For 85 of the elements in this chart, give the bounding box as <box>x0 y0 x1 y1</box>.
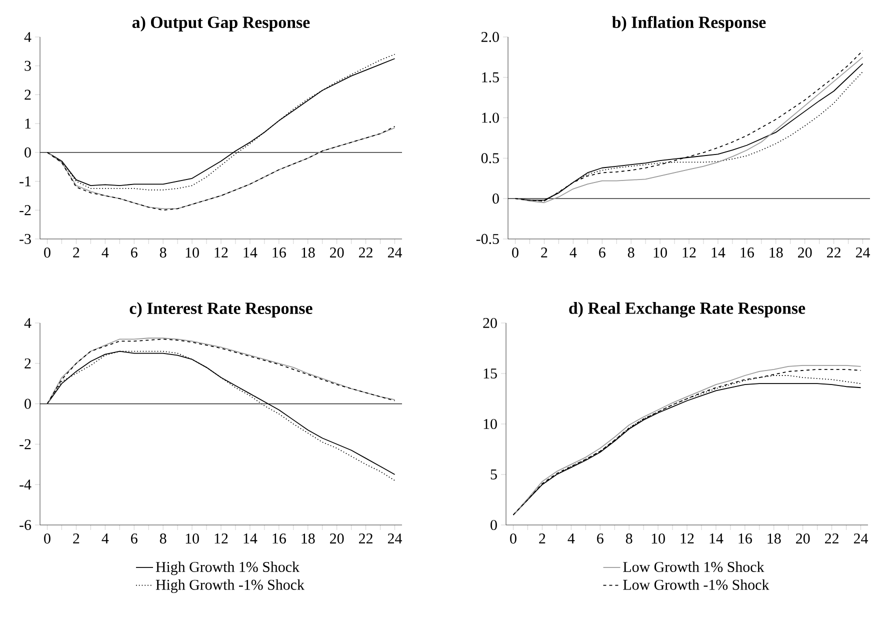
y-tick-label: -1 <box>20 176 31 186</box>
x-tick-label: 0 <box>44 248 50 258</box>
x-tick-label: 10 <box>654 248 667 258</box>
y-tick-label: 3 <box>24 60 31 71</box>
y-tick-label: 0 <box>24 398 31 409</box>
x-tick-label: 12 <box>214 248 228 258</box>
chart-title: d) Real Exchange Rate Response <box>569 302 806 318</box>
x-tick-label: 10 <box>652 534 665 544</box>
y-tick-label: 2 <box>24 90 31 100</box>
legend-label: Low Growth 1% Shock <box>623 562 764 572</box>
x-tick-label: 4 <box>102 248 109 258</box>
y-tick-label: 1 <box>25 118 31 128</box>
x-tick-label: 0 <box>44 534 50 544</box>
x-tick-label: 12 <box>680 534 694 544</box>
y-tick-label: 15 <box>484 368 497 378</box>
x-tick-label: 16 <box>272 248 286 258</box>
y-tick-label: 1.5 <box>482 72 499 82</box>
x-tick-label: 22 <box>358 248 372 258</box>
x-tick-label: 8 <box>160 534 166 544</box>
y-tick-label: -2 <box>20 439 31 450</box>
y-tick-label: -2 <box>20 205 31 216</box>
x-tick-label: 12 <box>682 248 696 258</box>
chart-title: b) Inflation Response <box>612 16 766 32</box>
x-tick-label: 2 <box>539 534 546 544</box>
y-tick-label: 0.5 <box>481 153 499 164</box>
x-tick-label: 24 <box>854 534 868 544</box>
x-tick-label: 14 <box>710 534 724 544</box>
chart-title: c) Interest Rate Response <box>130 302 312 318</box>
y-tick-label: 4 <box>24 32 32 42</box>
legend-label: High Growth 1% Shock <box>156 562 300 576</box>
y-tick-label: -4 <box>20 480 32 490</box>
x-tick-label: 24 <box>856 248 870 258</box>
chart-title: a) Output Gap Response <box>132 16 310 32</box>
x-tick-label: 0 <box>512 248 518 258</box>
x-tick-label: 4 <box>568 534 575 544</box>
y-tick-label: 0 <box>490 520 497 530</box>
y-tick-label: 2.0 <box>481 32 499 42</box>
x-tick-label: 22 <box>824 534 838 544</box>
y-tick-label: 10 <box>484 418 497 430</box>
x-tick-label: 20 <box>330 248 344 258</box>
y-tick-label: 0 <box>24 147 31 158</box>
y-tick-label: 0 <box>492 194 499 204</box>
x-tick-label: 20 <box>798 248 812 258</box>
x-tick-label: 18 <box>768 534 781 544</box>
x-tick-label: 2 <box>73 248 80 258</box>
y-tick-label: 2 <box>24 358 31 368</box>
x-tick-label: 0 <box>510 534 516 544</box>
x-tick-label: 16 <box>738 534 752 544</box>
y-tick-label: 5 <box>490 470 497 480</box>
x-tick-label: 2 <box>541 248 548 258</box>
x-tick-label: 10 <box>186 534 199 544</box>
x-tick-label: 2 <box>73 534 80 544</box>
x-tick-label: 20 <box>796 534 810 544</box>
x-tick-label: 4 <box>570 248 577 258</box>
x-tick-label: 10 <box>186 248 199 258</box>
x-tick-label: 12 <box>214 534 228 544</box>
x-tick-label: 16 <box>272 534 286 544</box>
y-tick-label: -3 <box>20 234 31 244</box>
x-tick-label: 18 <box>302 534 315 544</box>
x-tick-label: 22 <box>826 248 840 258</box>
x-tick-label: 8 <box>628 248 634 258</box>
x-tick-label: 14 <box>712 248 726 258</box>
x-tick-label: 8 <box>160 248 166 258</box>
legend-label: Low Growth -1% Shock <box>623 579 770 590</box>
x-tick-label: 8 <box>626 534 632 544</box>
x-tick-label: 24 <box>388 534 402 544</box>
x-tick-label: 6 <box>599 248 606 258</box>
y-tick-label: 1.0 <box>482 112 499 123</box>
legend-label: High Growth -1% Shock <box>156 579 304 593</box>
x-tick-label: 18 <box>302 248 315 258</box>
x-tick-label: 6 <box>131 248 138 258</box>
x-tick-label: 18 <box>770 248 783 258</box>
x-tick-label: 22 <box>358 534 372 544</box>
y-tick-label: -6 <box>20 520 32 530</box>
x-tick-label: 6 <box>597 534 604 544</box>
y-tick-label: 4 <box>24 318 32 328</box>
x-tick-label: 20 <box>330 534 344 544</box>
y-tick-label: 20 <box>483 318 497 328</box>
x-tick-label: 16 <box>740 248 754 258</box>
x-tick-label: 14 <box>244 534 258 544</box>
x-tick-label: 14 <box>244 248 258 258</box>
y-tick-label: -0.5 <box>476 234 499 244</box>
x-tick-label: 4 <box>102 534 109 544</box>
x-tick-label: 24 <box>388 248 402 258</box>
x-tick-label: 6 <box>131 534 138 544</box>
